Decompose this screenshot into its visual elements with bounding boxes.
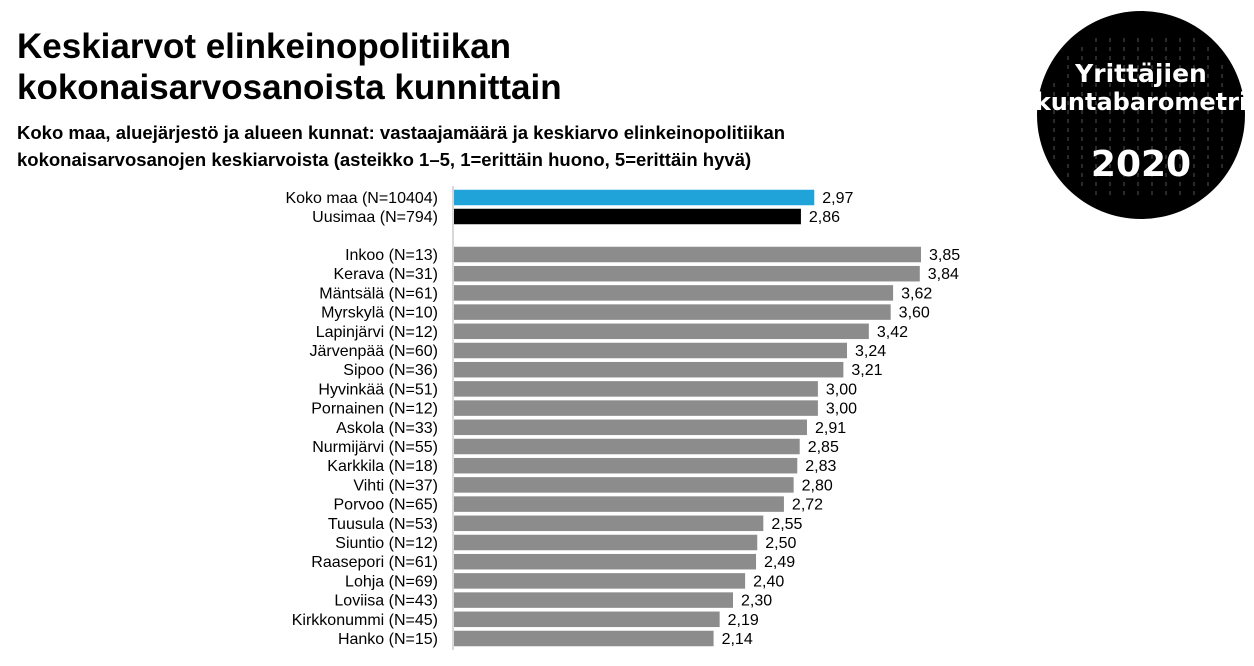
value-label: 3,62 [901, 285, 932, 302]
bar [454, 208, 801, 225]
value-label: 2,97 [822, 190, 853, 207]
category-label: Porvoo (N=65) [334, 497, 439, 514]
logo-year: 2020 [1091, 144, 1191, 185]
bar [454, 342, 848, 359]
bar [454, 534, 758, 551]
category-label: Siuntio (N=12) [335, 535, 438, 552]
bar [454, 592, 733, 608]
bar [454, 611, 720, 628]
bar [454, 573, 746, 589]
bar [454, 189, 815, 206]
category-label: Järvenpää (N=60) [309, 343, 438, 360]
value-label: 2,83 [805, 458, 836, 475]
bar [454, 457, 798, 474]
category-label: Askola (N=33) [336, 420, 438, 437]
kuntabarometri-logo: Yrittäjien kuntabarometri 2020 [1036, 11, 1246, 219]
category-label: Raasepori (N=61) [311, 554, 438, 571]
category-label: Koko maa (N=10404) [285, 190, 438, 207]
bar [454, 419, 807, 436]
bar [454, 477, 794, 493]
bar [454, 246, 922, 263]
logo-line-2: kuntabarometri [1036, 88, 1246, 116]
category-label: Karkkila (N=18) [327, 458, 438, 475]
value-label: 2,72 [792, 497, 823, 514]
category-label: Tuusula (N=53) [328, 516, 438, 533]
category-label: Nurmijärvi (N=55) [312, 439, 438, 456]
category-label: Hyvinkää (N=51) [318, 381, 438, 398]
bar [454, 265, 920, 282]
value-label: 2,85 [808, 439, 839, 456]
value-label: 2,86 [809, 209, 840, 226]
category-label: Inkoo (N=13) [345, 247, 438, 264]
bar [454, 630, 714, 647]
value-label: 3,21 [851, 362, 882, 379]
category-label: Myrskylä (N=10) [321, 305, 438, 322]
category-label: Uusimaa (N=794) [312, 209, 438, 226]
chart-subtitle-line-2: kokonaisarvosanojen keskiarvoista (astei… [17, 149, 752, 170]
bar [454, 285, 894, 301]
category-label: Lohja (N=69) [345, 573, 438, 590]
logo-circle [1037, 11, 1245, 219]
chart-subtitle-line-1: Koko maa, aluejärjestö ja alueen kunnat:… [17, 122, 786, 143]
value-label: 3,00 [826, 381, 857, 398]
logo-ruler-lines [1053, 38, 1223, 195]
category-label: Vihti (N=37) [353, 477, 438, 494]
logo-line-1: Yrittäjien [1074, 59, 1207, 88]
category-label: Kirkkonummi (N=45) [292, 612, 438, 629]
chart-title: Keskiarvot elinkeinopolitiikan kokonaisa… [17, 26, 1017, 108]
category-label: Mäntsälä (N=61) [319, 285, 438, 302]
value-label: 3,60 [899, 305, 930, 322]
value-label: 2,80 [802, 477, 833, 494]
value-label: 3,00 [826, 401, 857, 418]
chart-subtitle: Koko maa, aluejärjestö ja alueen kunnat:… [17, 119, 1017, 173]
value-label: 3,85 [929, 247, 960, 264]
value-label: 2,55 [771, 516, 802, 533]
chart-title-line-2: kokonaisarvosanoista kunnittain [17, 68, 562, 107]
category-label: Hanko (N=15) [338, 631, 438, 648]
bar [454, 438, 800, 455]
value-label: 3,42 [877, 324, 908, 341]
value-label: 2,19 [728, 612, 759, 629]
chart-title-line-1: Keskiarvot elinkeinopolitiikan [17, 27, 512, 66]
value-label: 2,40 [753, 573, 784, 590]
bar [454, 515, 764, 532]
value-label: 2,50 [765, 535, 796, 552]
value-label: 2,91 [815, 420, 846, 437]
bar [454, 381, 818, 397]
bar [454, 323, 869, 340]
category-label: Loviisa (N=43) [334, 593, 438, 610]
category-label: Sipoo (N=36) [343, 362, 438, 379]
bar-chart: Koko maa (N=10404) 2,97 Uusimaa (N=794) 2,8… [285, 186, 960, 650]
value-label: 3,84 [928, 266, 959, 283]
category-label: Lapinjärvi (N=12) [316, 324, 438, 341]
bar [454, 496, 784, 512]
value-label: 3,24 [855, 343, 886, 360]
bar [454, 400, 818, 416]
category-label: Kerava (N=31) [334, 266, 439, 283]
bar [454, 304, 891, 320]
bars-layer: Koko maa (N=10404) 2,97 Uusimaa (N=794) 2,8… [285, 189, 960, 648]
bar [454, 553, 757, 570]
value-label: 2,30 [741, 593, 772, 610]
value-label: 2,49 [764, 554, 795, 571]
value-label: 2,14 [722, 631, 753, 648]
category-label: Pornainen (N=12) [311, 401, 438, 418]
bar [454, 361, 844, 378]
